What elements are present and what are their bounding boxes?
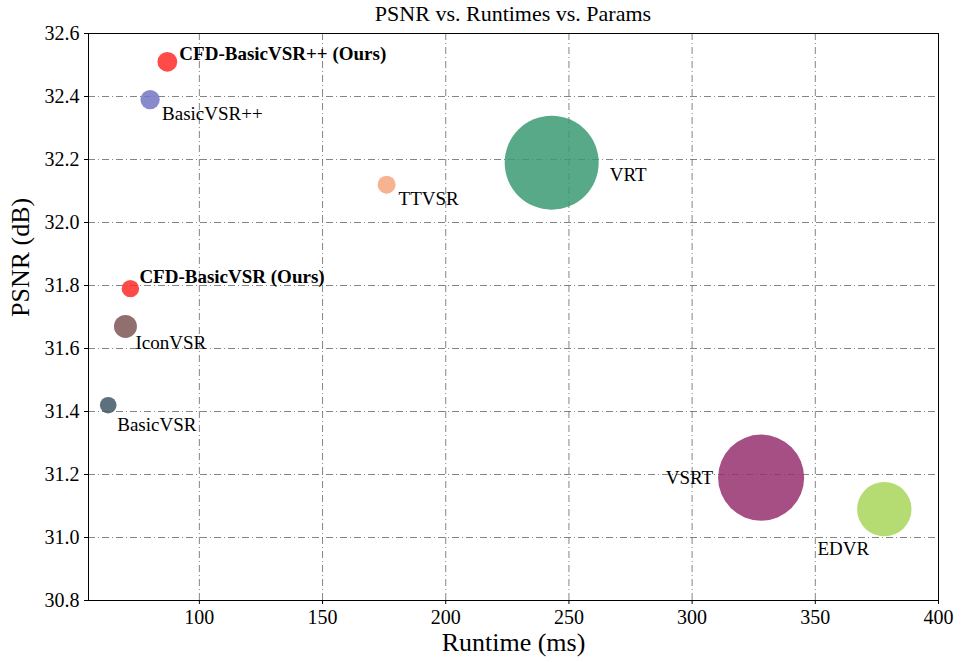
svg-text:300: 300 <box>677 606 707 628</box>
svg-text:EDVR: EDVR <box>817 538 869 559</box>
svg-text:31.0: 31.0 <box>45 526 80 548</box>
svg-text:400: 400 <box>924 606 954 628</box>
svg-text:350: 350 <box>800 606 830 628</box>
svg-text:BasicVSR: BasicVSR <box>117 414 197 435</box>
svg-text:31.4: 31.4 <box>45 400 80 422</box>
svg-text:32.6: 32.6 <box>45 22 80 44</box>
svg-text:32.0: 32.0 <box>45 211 80 233</box>
svg-text:CFD-BasicVSR++ (Ours): CFD-BasicVSR++ (Ours) <box>179 43 386 65</box>
html-text:PSNR vs. Runtimes vs. Params: PSNR vs. Runtimes vs. Params <box>374 1 652 26</box>
svg-text:30.8: 30.8 <box>45 589 80 611</box>
svg-text:150: 150 <box>308 606 338 628</box>
svg-text:32.2: 32.2 <box>45 148 80 170</box>
svg-text:100: 100 <box>184 606 214 628</box>
svg-text:VRT: VRT <box>610 164 647 185</box>
svg-text:BasicVSR++: BasicVSR++ <box>162 103 263 124</box>
svg-text:PSNR (dB): PSNR (dB) <box>6 198 35 317</box>
svg-text:250: 250 <box>554 606 584 628</box>
svg-text:CFD-BasicVSR (Ours): CFD-BasicVSR (Ours) <box>139 266 324 288</box>
svg-text:VSRT: VSRT <box>666 467 714 488</box>
svg-text:Runtime (ms): Runtime (ms) <box>442 628 586 657</box>
svg-text:IconVSR: IconVSR <box>135 332 206 353</box>
svg-text:TTVSR: TTVSR <box>399 188 460 209</box>
svg-text:31.6: 31.6 <box>45 337 80 359</box>
svg-text:32.4: 32.4 <box>45 85 80 107</box>
svg-text:31.2: 31.2 <box>45 463 80 485</box>
svg-text:200: 200 <box>431 606 461 628</box>
svg-text:31.8: 31.8 <box>45 274 80 296</box>
